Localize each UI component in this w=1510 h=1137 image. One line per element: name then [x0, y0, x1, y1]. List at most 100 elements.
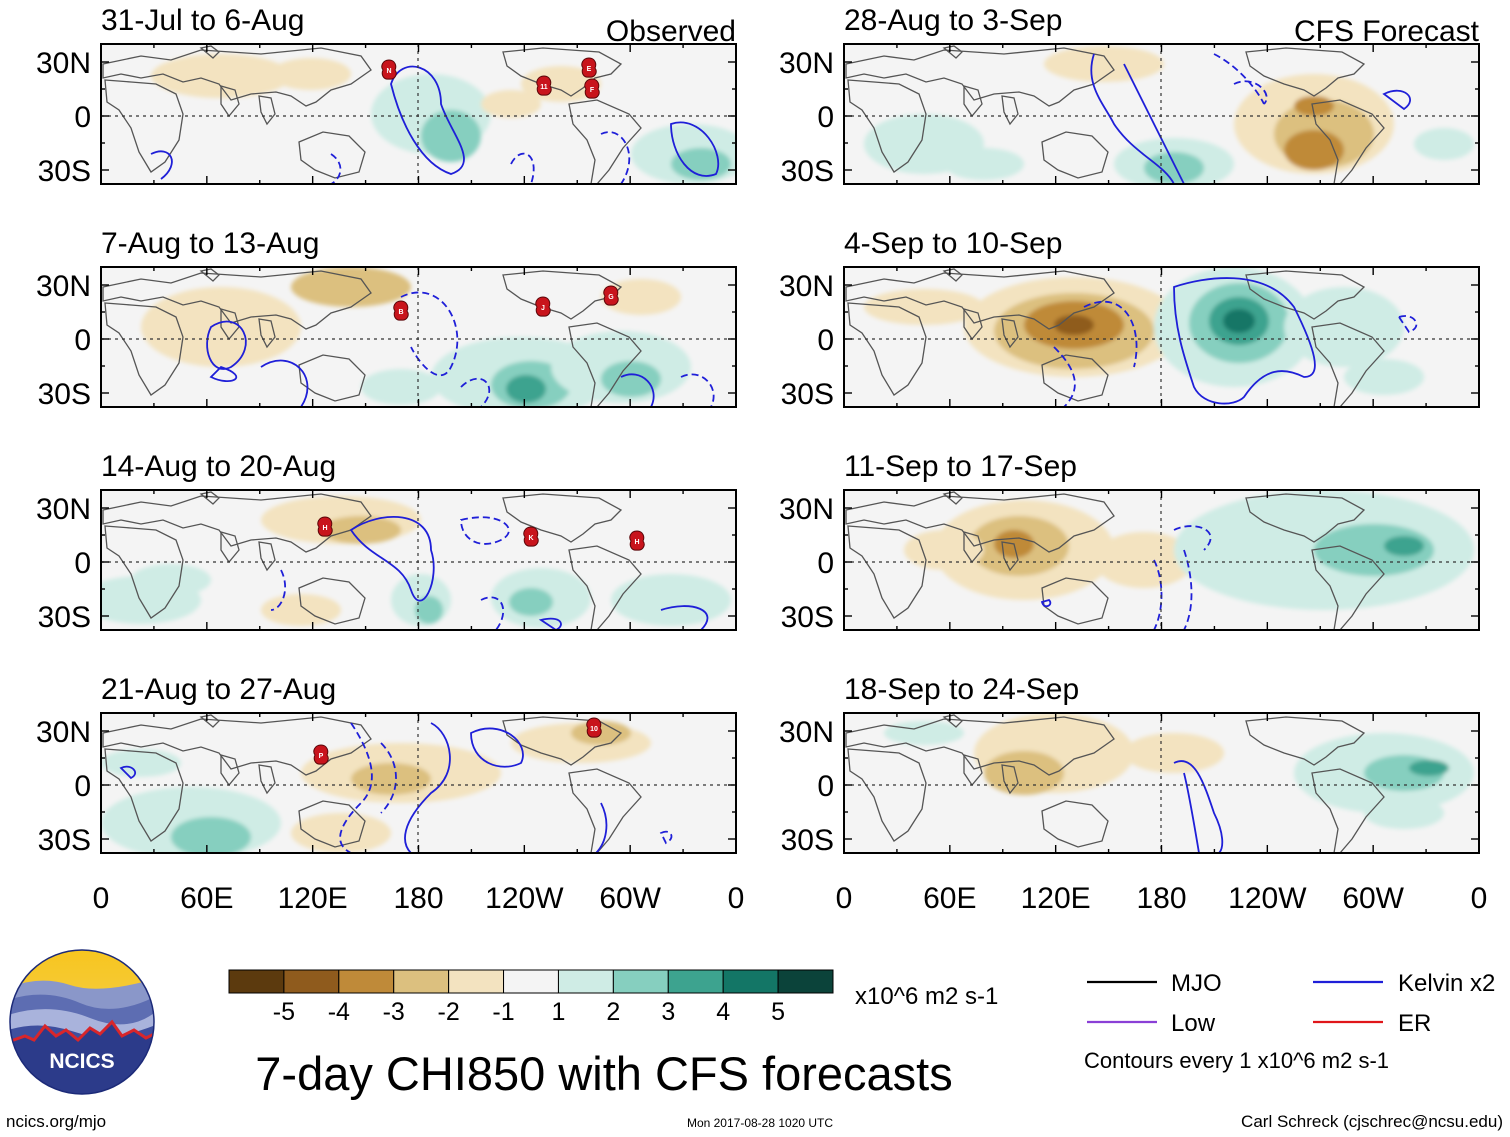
kelvin-contour	[1183, 549, 1193, 630]
coastline	[845, 716, 1115, 776]
coastline	[1041, 577, 1109, 625]
kelvin-contour	[1123, 63, 1185, 184]
coastline	[104, 748, 184, 842]
colorbar-swatch	[228, 969, 285, 994]
anomaly-blob	[509, 588, 553, 616]
map-panel-observed-2: 30N 0 30S 7-Aug to 13-Aug B J G	[36, 227, 737, 411]
colorbar-swatch	[777, 969, 834, 994]
colorbar-tick-label: -2	[438, 998, 460, 1026]
kelvin-contours	[1173, 760, 1224, 853]
lat-label-30s: 30S	[38, 601, 91, 634]
coastline	[568, 322, 642, 407]
legend: MJO Kelvin x2 Low ER Contours every 1 x10^6 …	[1084, 970, 1495, 1073]
map-panel-observed-3: 30N 0 30S 14-Aug to 20-Aug H K H	[36, 450, 737, 634]
coastlines	[845, 491, 1385, 630]
kelvin-contour	[659, 830, 673, 845]
coastline	[847, 525, 927, 619]
anomaly-blob	[1044, 46, 1164, 82]
kelvin-contour	[1173, 525, 1212, 551]
kelvin-contour	[400, 291, 459, 377]
anomaly-blob	[1364, 797, 1444, 829]
kelvin-contours	[1090, 53, 1411, 184]
coastline	[502, 270, 623, 320]
colorbar-swatch	[612, 969, 669, 994]
anomaly-shading	[101, 721, 651, 853]
colorbar-tick-label: 2	[606, 998, 620, 1026]
coastline	[102, 716, 372, 776]
colorbar-tick-label: -1	[492, 998, 514, 1026]
storm-label: E	[587, 66, 592, 73]
footer-url: ncics.org/mjo	[6, 1112, 106, 1131]
anomaly-blob	[1294, 96, 1334, 116]
coastline	[1041, 131, 1109, 179]
colorbar-tick-label: 3	[661, 998, 675, 1026]
coastline	[502, 493, 623, 543]
lat-label-30s: 30S	[38, 155, 91, 188]
period-label: 11-Sep to 17-Sep	[844, 450, 1077, 483]
anomaly-blob	[171, 817, 251, 853]
lat-label-30s: 30S	[38, 824, 91, 857]
coastline	[1245, 47, 1366, 97]
storm-label: G	[608, 294, 614, 301]
coastline	[298, 131, 366, 179]
coastline	[1001, 541, 1019, 572]
kelvin-contour	[380, 742, 397, 814]
storm-label: P	[319, 753, 324, 760]
period-label: 18-Sep to 24-Sep	[844, 673, 1079, 706]
lat-label-30n: 30N	[36, 716, 91, 749]
coastline	[1041, 354, 1109, 402]
coastlines	[845, 714, 1385, 853]
colorbar: -5 -4 -3 -2 -1 1 2 3 4 5 x10^6 m2 s-1	[228, 969, 998, 1026]
anomaly-blob	[321, 516, 401, 544]
period-label: 7-Aug to 13-Aug	[101, 227, 319, 260]
coastline	[1001, 764, 1019, 795]
anomaly-blob	[884, 721, 964, 745]
kelvin-contour	[480, 596, 505, 630]
kelvin-contour	[404, 722, 451, 853]
coastline	[199, 268, 220, 282]
coastline	[102, 270, 372, 330]
coastline	[258, 318, 276, 349]
colorbar-tick-label: 5	[771, 998, 785, 1026]
map-panel-forecast-1: 30N 0 30S 28-Aug to 3-Sep CFS Forecast	[779, 4, 1480, 188]
map-panel-observed-1: 30N 0 30S 31-Jul to 6-Aug Observed N 11 E F	[36, 4, 737, 188]
anomaly-blob	[864, 289, 984, 325]
colorbar-swatch	[338, 969, 395, 994]
observed-label: Observed	[606, 15, 736, 48]
anomaly-blob	[1344, 359, 1424, 395]
kelvin-contour	[150, 150, 173, 180]
lat-label-0: 0	[74, 324, 91, 357]
lat-label-30n: 30N	[36, 47, 91, 80]
kelvin-contour	[470, 727, 524, 768]
anomaly-blob	[984, 751, 1064, 795]
storm-label: K	[528, 535, 533, 542]
anomaly-blob	[415, 596, 443, 624]
coastline	[963, 308, 983, 341]
coastline	[258, 541, 276, 572]
coastlines	[102, 491, 642, 630]
logo-text: NCICS	[49, 1050, 114, 1073]
lon-label: 0	[728, 882, 745, 915]
coastline	[199, 714, 220, 728]
lon-label: 0	[1471, 882, 1488, 915]
storm-marker: E	[581, 57, 597, 78]
anomaly-blob	[131, 564, 211, 596]
ncics-logo: NCICS	[9, 949, 155, 1095]
period-label: 21-Aug to 27-Aug	[101, 673, 336, 706]
coastline	[104, 525, 184, 619]
anomaly-blob	[1124, 733, 1224, 773]
storm-label: J	[541, 305, 545, 312]
coastline	[1041, 800, 1109, 848]
coastline	[298, 577, 366, 625]
anomaly-blob	[421, 110, 481, 162]
lat-label-30n: 30N	[779, 47, 834, 80]
colorbar-swatch	[557, 969, 614, 994]
anomaly-blob	[506, 375, 546, 403]
storm-marker: J	[535, 296, 551, 317]
storm-label: B	[398, 309, 403, 316]
kelvin-contour	[260, 359, 309, 407]
kelvin-contours	[206, 291, 715, 407]
lon-label: 120W	[485, 882, 564, 915]
